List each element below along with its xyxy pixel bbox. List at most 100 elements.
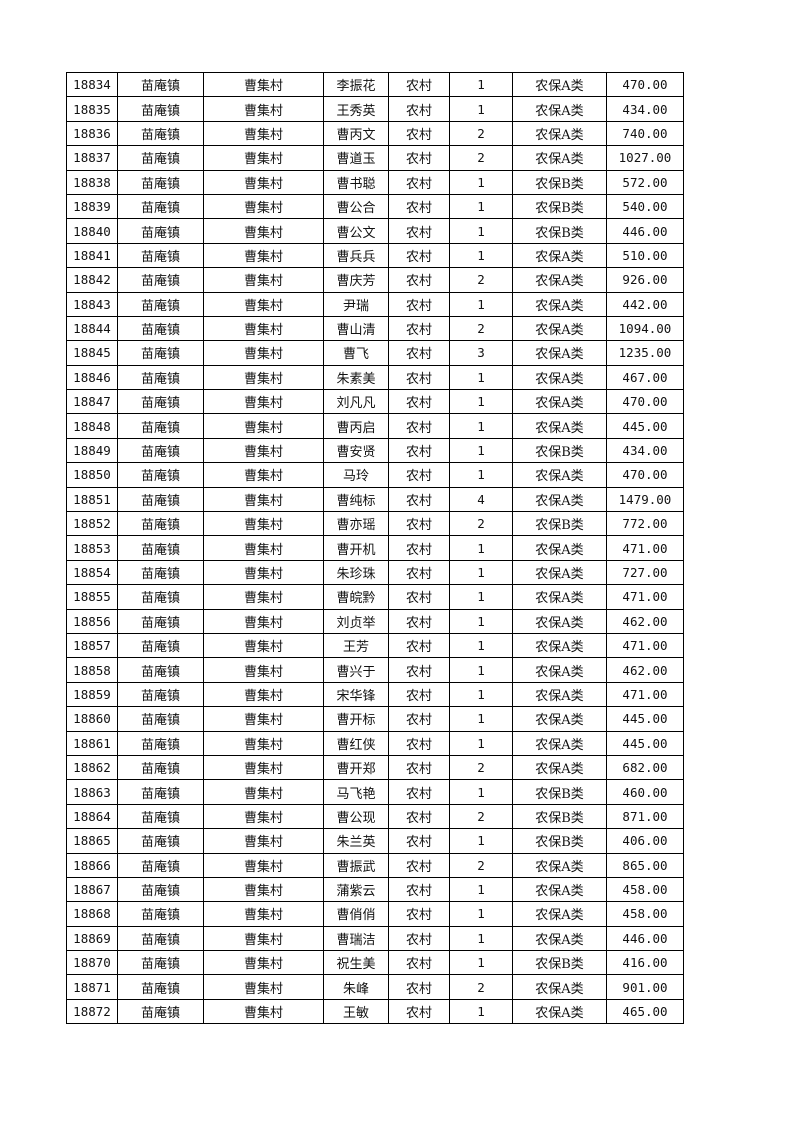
cell-insurance-class: 农保B类 bbox=[512, 193, 607, 220]
cell-person-count: 2 bbox=[449, 267, 513, 293]
cell-name: 蒲紫云 bbox=[323, 876, 389, 903]
cell-record-id: 18837 bbox=[66, 145, 118, 171]
cell-record-id: 18853 bbox=[66, 535, 118, 561]
cell-village: 曹集村 bbox=[203, 291, 324, 317]
table-row: 18855 苗庵镇 曹集村 曹皖黔 农村 1 农保A类 471.00 bbox=[66, 584, 684, 610]
cell-amount: 442.00 bbox=[606, 291, 684, 317]
cell-amount: 465.00 bbox=[606, 998, 684, 1025]
cell-town: 苗庵镇 bbox=[117, 754, 204, 781]
cell-village: 曹集村 bbox=[203, 364, 324, 391]
cell-insurance-class: 农保A类 bbox=[512, 559, 607, 586]
cell-name: 曹庆芳 bbox=[323, 267, 389, 293]
cell-name: 王芳 bbox=[323, 632, 389, 659]
cell-person-count: 2 bbox=[449, 974, 513, 1000]
cell-village: 曹集村 bbox=[203, 632, 324, 659]
table-row: 18867 苗庵镇 曹集村 蒲紫云 农村 1 农保A类 458.00 bbox=[66, 876, 684, 903]
cell-town: 苗庵镇 bbox=[117, 291, 204, 317]
table-row: 18862 苗庵镇 曹集村 曹开郑 农村 2 农保A类 682.00 bbox=[66, 754, 684, 781]
cell-amount: 445.00 bbox=[606, 413, 684, 439]
cell-village: 曹集村 bbox=[203, 315, 324, 342]
cell-name: 曹皖黔 bbox=[323, 584, 389, 610]
cell-person-count: 2 bbox=[449, 315, 513, 342]
cell-record-id: 18838 bbox=[66, 169, 118, 195]
cell-insurance-class: 农保A类 bbox=[512, 706, 607, 732]
cell-insurance-class: 农保A类 bbox=[512, 71, 607, 98]
cell-household-type: 农村 bbox=[388, 803, 450, 830]
cell-town: 苗庵镇 bbox=[117, 364, 204, 391]
cell-name: 曹纯标 bbox=[323, 486, 389, 513]
cell-record-id: 18840 bbox=[66, 218, 118, 244]
cell-record-id: 18841 bbox=[66, 242, 118, 269]
cell-household-type: 农村 bbox=[388, 657, 450, 683]
cell-person-count: 2 bbox=[449, 754, 513, 781]
cell-record-id: 18871 bbox=[66, 974, 118, 1000]
cell-person-count: 1 bbox=[449, 413, 513, 439]
cell-town: 苗庵镇 bbox=[117, 120, 204, 147]
cell-record-id: 18847 bbox=[66, 389, 118, 415]
cell-name: 刘贞举 bbox=[323, 608, 389, 634]
table-row: 18856 苗庵镇 曹集村 刘贞举 农村 1 农保A类 462.00 bbox=[66, 608, 684, 634]
cell-amount: 727.00 bbox=[606, 559, 684, 586]
cell-name: 曹开标 bbox=[323, 706, 389, 732]
cell-village: 曹集村 bbox=[203, 998, 324, 1025]
cell-village: 曹集村 bbox=[203, 145, 324, 171]
cell-person-count: 1 bbox=[449, 437, 513, 464]
cell-village: 曹集村 bbox=[203, 901, 324, 927]
cell-person-count: 1 bbox=[449, 96, 513, 122]
cell-household-type: 农村 bbox=[388, 998, 450, 1025]
cell-name: 曹振武 bbox=[323, 852, 389, 878]
cell-village: 曹集村 bbox=[203, 193, 324, 220]
cell-amount: 445.00 bbox=[606, 706, 684, 732]
cell-village: 曹集村 bbox=[203, 803, 324, 830]
cell-name: 曹书聪 bbox=[323, 169, 389, 195]
cell-village: 曹集村 bbox=[203, 608, 324, 634]
cell-record-id: 18867 bbox=[66, 876, 118, 903]
cell-town: 苗庵镇 bbox=[117, 511, 204, 537]
cell-insurance-class: 农保A类 bbox=[512, 315, 607, 342]
cell-insurance-class: 农保A类 bbox=[512, 486, 607, 513]
cell-insurance-class: 农保A类 bbox=[512, 291, 607, 317]
cell-name: 祝生美 bbox=[323, 950, 389, 976]
cell-record-id: 18846 bbox=[66, 364, 118, 391]
cell-village: 曹集村 bbox=[203, 828, 324, 854]
cell-town: 苗庵镇 bbox=[117, 779, 204, 805]
cell-record-id: 18859 bbox=[66, 681, 118, 708]
cell-amount: 446.00 bbox=[606, 925, 684, 952]
cell-town: 苗庵镇 bbox=[117, 218, 204, 244]
cell-town: 苗庵镇 bbox=[117, 535, 204, 561]
cell-amount: 1027.00 bbox=[606, 145, 684, 171]
cell-person-count: 1 bbox=[449, 535, 513, 561]
cell-name: 尹瑞 bbox=[323, 291, 389, 317]
cell-village: 曹集村 bbox=[203, 413, 324, 439]
cell-amount: 540.00 bbox=[606, 193, 684, 220]
cell-insurance-class: 农保B类 bbox=[512, 803, 607, 830]
cell-village: 曹集村 bbox=[203, 120, 324, 147]
cell-town: 苗庵镇 bbox=[117, 584, 204, 610]
cell-insurance-class: 农保B类 bbox=[512, 950, 607, 976]
cell-household-type: 农村 bbox=[388, 193, 450, 220]
cell-household-type: 农村 bbox=[388, 876, 450, 903]
cell-village: 曹集村 bbox=[203, 730, 324, 756]
cell-insurance-class: 农保A类 bbox=[512, 608, 607, 634]
cell-amount: 471.00 bbox=[606, 535, 684, 561]
cell-town: 苗庵镇 bbox=[117, 437, 204, 464]
table-row: 18858 苗庵镇 曹集村 曹兴于 农村 1 农保A类 462.00 bbox=[66, 657, 684, 683]
cell-amount: 1235.00 bbox=[606, 340, 684, 366]
cell-household-type: 农村 bbox=[388, 120, 450, 147]
cell-insurance-class: 农保B类 bbox=[512, 779, 607, 805]
cell-household-type: 农村 bbox=[388, 632, 450, 659]
table-row: 18865 苗庵镇 曹集村 朱兰英 农村 1 农保B类 406.00 bbox=[66, 828, 684, 854]
cell-record-id: 18857 bbox=[66, 632, 118, 659]
cell-person-count: 1 bbox=[449, 998, 513, 1025]
cell-village: 曹集村 bbox=[203, 584, 324, 610]
cell-village: 曹集村 bbox=[203, 852, 324, 878]
cell-record-id: 18839 bbox=[66, 193, 118, 220]
cell-village: 曹集村 bbox=[203, 876, 324, 903]
cell-person-count: 2 bbox=[449, 145, 513, 171]
cell-town: 苗庵镇 bbox=[117, 925, 204, 952]
cell-household-type: 农村 bbox=[388, 169, 450, 195]
cell-household-type: 农村 bbox=[388, 511, 450, 537]
cell-record-id: 18852 bbox=[66, 511, 118, 537]
cell-name: 朱兰英 bbox=[323, 828, 389, 854]
cell-record-id: 18849 bbox=[66, 437, 118, 464]
